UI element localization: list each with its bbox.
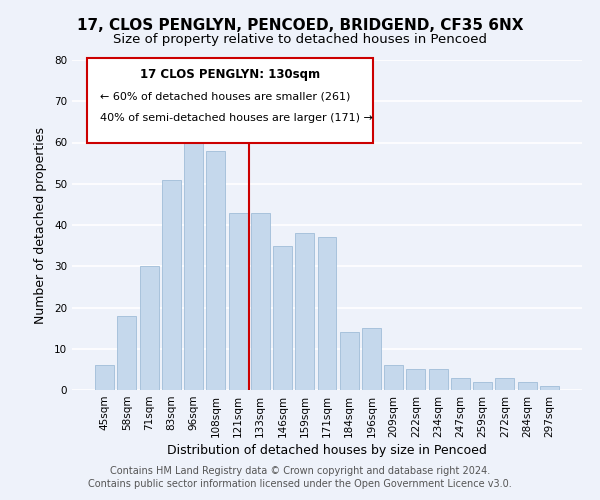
Text: ← 60% of detached houses are smaller (261): ← 60% of detached houses are smaller (26…	[100, 92, 350, 102]
Bar	[540, 386, 559, 390]
Bar	[251, 212, 270, 390]
Bar	[95, 365, 114, 390]
X-axis label: Distribution of detached houses by size in Pencoed: Distribution of detached houses by size …	[167, 444, 487, 457]
Bar	[273, 246, 292, 390]
Bar	[473, 382, 492, 390]
FancyBboxPatch shape	[88, 58, 373, 142]
Bar	[295, 233, 314, 390]
Bar	[451, 378, 470, 390]
Bar	[429, 370, 448, 390]
Bar	[317, 238, 337, 390]
Bar	[140, 266, 158, 390]
Bar	[229, 212, 248, 390]
Text: Size of property relative to detached houses in Pencoed: Size of property relative to detached ho…	[113, 32, 487, 46]
Bar	[384, 365, 403, 390]
Text: 17, CLOS PENGLYN, PENCOED, BRIDGEND, CF35 6NX: 17, CLOS PENGLYN, PENCOED, BRIDGEND, CF3…	[77, 18, 523, 32]
Bar	[496, 378, 514, 390]
Text: 17 CLOS PENGLYN: 130sqm: 17 CLOS PENGLYN: 130sqm	[140, 68, 320, 81]
Bar	[118, 316, 136, 390]
Bar	[406, 370, 425, 390]
Bar	[162, 180, 181, 390]
Bar	[206, 151, 225, 390]
Bar	[184, 118, 203, 390]
Bar	[340, 332, 359, 390]
Text: Contains public sector information licensed under the Open Government Licence v3: Contains public sector information licen…	[88, 479, 512, 489]
Text: Contains HM Land Registry data © Crown copyright and database right 2024.: Contains HM Land Registry data © Crown c…	[110, 466, 490, 476]
Bar	[362, 328, 381, 390]
Bar	[518, 382, 536, 390]
Y-axis label: Number of detached properties: Number of detached properties	[34, 126, 47, 324]
Text: 40% of semi-detached houses are larger (171) →: 40% of semi-detached houses are larger (…	[100, 113, 373, 123]
